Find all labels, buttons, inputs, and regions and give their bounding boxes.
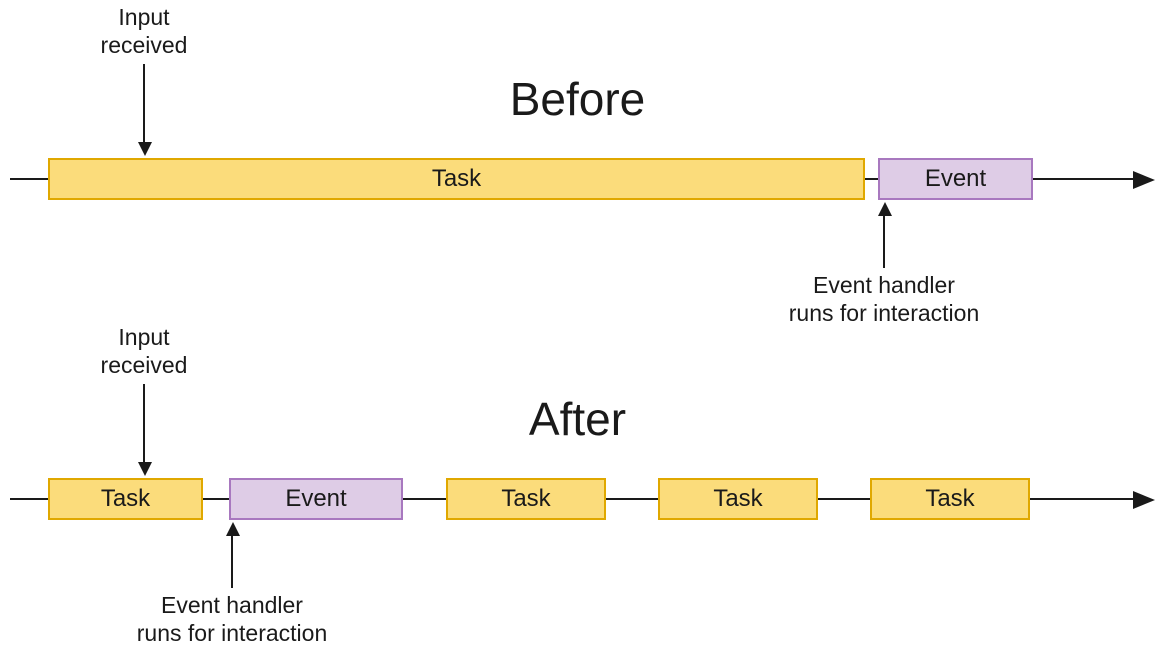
- diagram-stage: Before Task Event Input received Event handl…: [0, 0, 1155, 647]
- task-box: Task: [658, 478, 818, 520]
- annotation-arrow: [143, 384, 145, 464]
- event-box: Event: [229, 478, 403, 520]
- task-box: Task: [870, 478, 1030, 520]
- task-label: Task: [925, 485, 974, 513]
- event-box: Event: [878, 158, 1033, 200]
- annotation-arrow: [231, 534, 233, 588]
- arrowhead-down-icon: [138, 462, 152, 476]
- annotation-text: Input received: [0, 4, 294, 59]
- event-label: Event: [925, 165, 986, 193]
- task-label: Task: [501, 485, 550, 513]
- task-box: Task: [48, 478, 203, 520]
- annotation-text: Event handler runs for interaction: [734, 272, 1034, 327]
- annotation-text: Input received: [0, 324, 294, 379]
- section-title: After: [0, 392, 1155, 446]
- task-label: Task: [101, 485, 150, 513]
- section-title: Before: [0, 72, 1155, 126]
- task-label: Task: [713, 485, 762, 513]
- arrowhead-up-icon: [878, 202, 892, 216]
- annotation-text: Event handler runs for interaction: [82, 592, 382, 647]
- task-label: Task: [432, 165, 481, 193]
- event-label: Event: [285, 485, 346, 513]
- arrowhead-up-icon: [226, 522, 240, 536]
- annotation-arrow: [883, 214, 885, 268]
- timeline-arrowhead-icon: [1133, 491, 1155, 509]
- annotation-arrow: [143, 64, 145, 144]
- task-box: Task: [446, 478, 606, 520]
- arrowhead-down-icon: [138, 142, 152, 156]
- timeline-arrowhead-icon: [1133, 171, 1155, 189]
- task-box: Task: [48, 158, 865, 200]
